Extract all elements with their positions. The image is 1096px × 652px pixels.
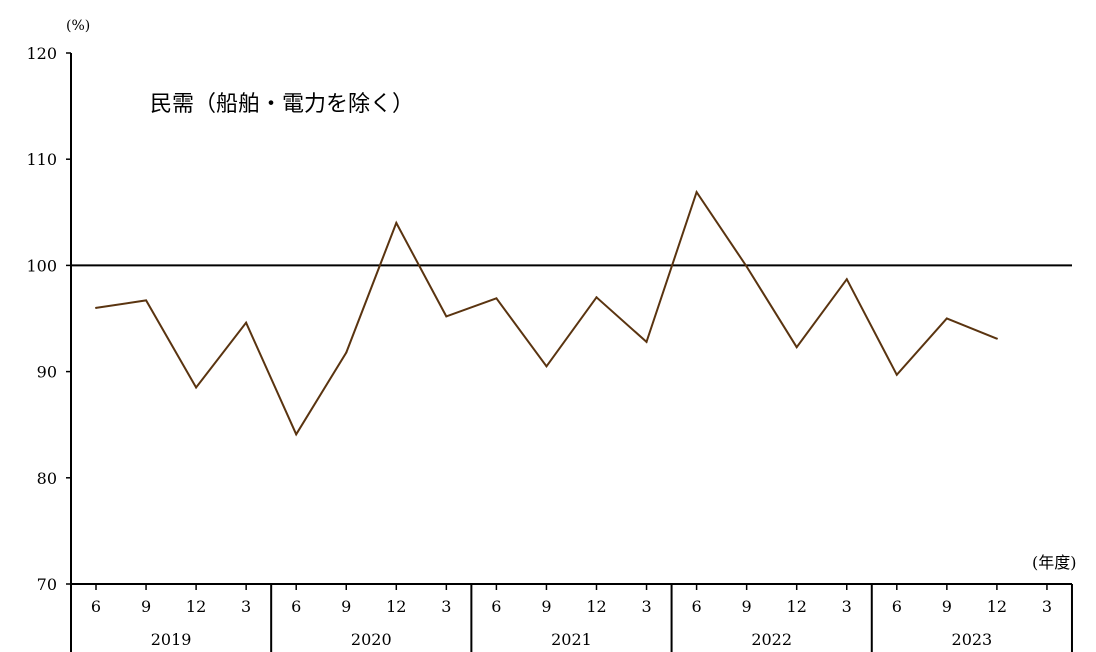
series-line: [95, 189, 998, 437]
x-tick-label-month: 3: [241, 597, 251, 616]
y-tick-label: 70: [37, 575, 57, 594]
x-tick-label-month: 9: [742, 597, 752, 616]
data-point: [345, 351, 348, 354]
x-tick-label-month: 12: [386, 597, 406, 616]
x-tick-label-month: 3: [641, 597, 651, 616]
x-tick-label-month: 3: [842, 597, 852, 616]
x-tick-label-month: 12: [186, 597, 206, 616]
x-tick-label-year: 2023: [952, 630, 993, 649]
data-point: [195, 386, 198, 389]
x-tick-label-month: 3: [1042, 597, 1052, 616]
x-tick-label-year: 2020: [351, 630, 392, 649]
x-tick-label-month: 9: [541, 597, 551, 616]
chart-title: 民需（船舶・電力を除く）: [150, 92, 414, 117]
axes: [70, 53, 1072, 652]
x-tick-label-month: 9: [341, 597, 351, 616]
x-tick-label-month: 12: [787, 597, 807, 616]
y-tick-label: 100: [26, 256, 57, 275]
data-point: [145, 299, 148, 302]
y-unit-label: (%): [66, 18, 90, 34]
data-point: [545, 365, 548, 368]
y-tick-label: 110: [26, 150, 57, 169]
data-point: [245, 321, 248, 324]
data-points: [95, 191, 998, 436]
x-tick-label-year: 2019: [151, 630, 192, 649]
x-tick-label-month: 9: [141, 597, 151, 616]
y-tick-label: 120: [26, 44, 57, 63]
data-point: [95, 306, 97, 309]
x-tick-label-month: 6: [91, 597, 101, 616]
x-tick-label-month: 9: [942, 597, 952, 616]
y-tick-label: 80: [37, 469, 57, 488]
x-axis-labels: 6 9 12 3 2019 6 9 12 3 2020 6 9 12 3 2021 6 9 12 3 2022 6 9 12…: [91, 584, 1073, 652]
x-unit-label: (年度): [1032, 553, 1077, 572]
data-point: [945, 317, 948, 320]
x-tick-label-month: 6: [892, 597, 902, 616]
data-point: [495, 297, 498, 300]
x-tick-label-month: 3: [441, 597, 451, 616]
x-tick-label-month: 6: [491, 597, 501, 616]
data-point: [695, 191, 698, 194]
x-tick-label-month: 12: [987, 597, 1007, 616]
data-point: [595, 296, 598, 299]
data-point: [745, 265, 748, 268]
y-tick-label: 90: [37, 363, 57, 382]
data-point: [845, 278, 848, 281]
data-point: [895, 373, 898, 376]
x-tick-label-year: 2022: [751, 630, 792, 649]
data-point: [995, 337, 998, 340]
data-point: [795, 346, 798, 349]
x-tick-label-year: 2021: [551, 630, 592, 649]
x-tick-label-month: 6: [291, 597, 301, 616]
y-axis-ticks: 70 80 90 100 110 120: [26, 44, 71, 594]
x-tick-label-month: 6: [692, 597, 702, 616]
data-point: [295, 433, 298, 436]
x-tick-label-month: 12: [586, 597, 606, 616]
data-point: [395, 221, 398, 224]
data-point: [445, 315, 448, 318]
data-point: [645, 340, 648, 343]
